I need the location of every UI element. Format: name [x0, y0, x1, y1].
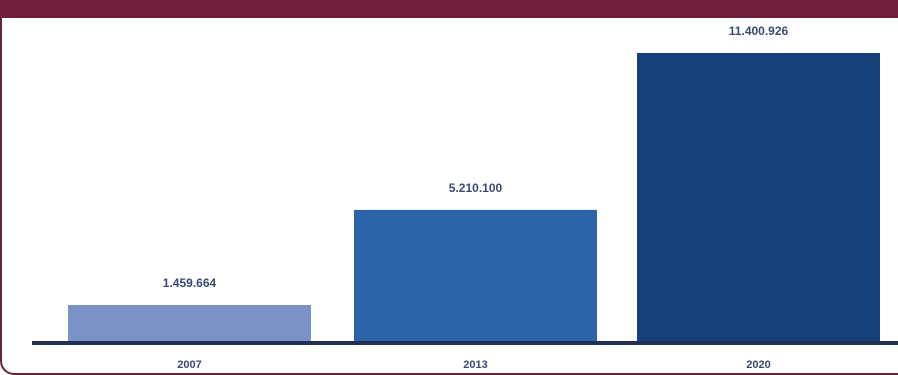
bars-group [68, 53, 880, 342]
x-tick-label-2007: 2007 [177, 359, 201, 371]
x-tick-label-2013: 2013 [463, 359, 487, 371]
bar-2007 [68, 304, 311, 342]
bar-2020 [637, 53, 880, 342]
x-tick-label-2020: 2020 [746, 359, 770, 371]
labels-group: 1.459.664 2007 5.210.100 2013 11.400.926 2020 [163, 24, 789, 371]
value-label-2020: 11.400.926 [729, 24, 789, 38]
bar-2013 [354, 209, 597, 342]
value-label-2007: 1.459.664 [163, 276, 217, 290]
value-label-2013: 5.210.100 [449, 181, 503, 195]
title-bar [0, 0, 898, 18]
